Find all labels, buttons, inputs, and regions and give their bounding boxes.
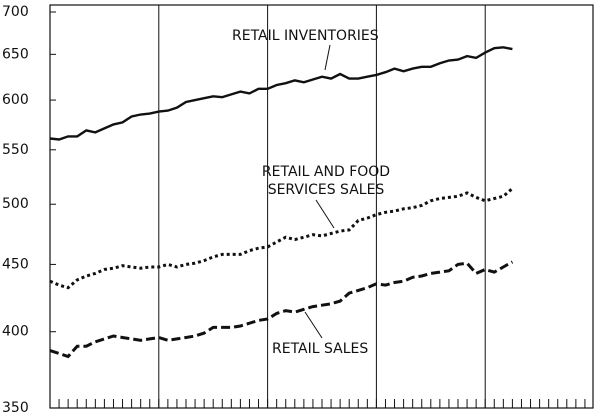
annotation-arrow xyxy=(324,44,331,71)
annotation-arrow xyxy=(304,311,323,339)
y-tick-label: 600 xyxy=(2,92,29,108)
annotation: RETAIL INVENTORIES xyxy=(232,28,379,44)
y-tick-label: 400 xyxy=(2,324,29,340)
y-tick-label: 700 xyxy=(2,4,29,20)
series-line xyxy=(49,260,514,359)
y-tick-label: 650 xyxy=(2,46,29,62)
y-tick-label: 350 xyxy=(2,400,29,415)
y-tick-label: 450 xyxy=(2,256,29,272)
annotation: RETAIL SALES xyxy=(272,341,368,357)
series-line xyxy=(49,46,513,141)
y-tick-label: 550 xyxy=(2,142,29,158)
annotation: RETAIL AND FOOD xyxy=(262,164,390,180)
annotation-arrow xyxy=(315,199,335,229)
y-tick-label: 500 xyxy=(2,196,29,212)
annotation: SERVICES SALES xyxy=(268,182,385,198)
series-line xyxy=(49,187,514,290)
